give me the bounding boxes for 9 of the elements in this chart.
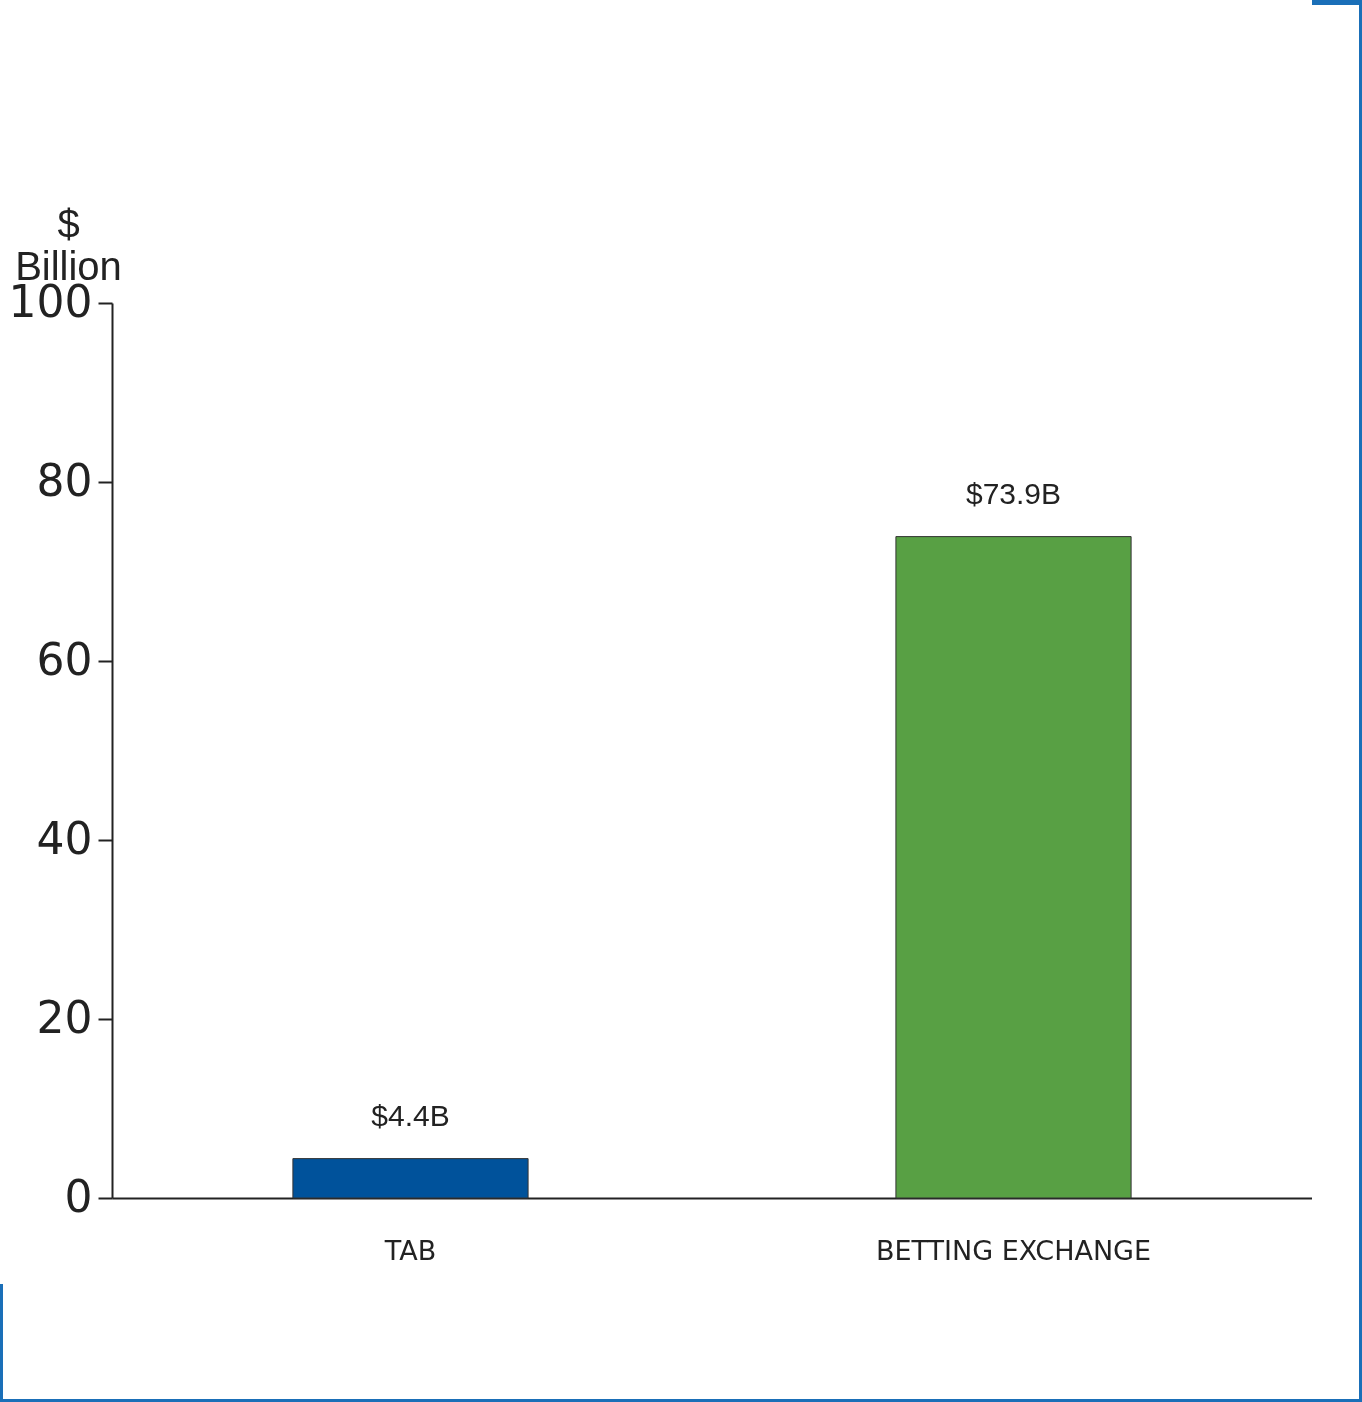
y-tick-label: 60	[36, 633, 93, 685]
x-tick-label: TAB	[383, 1234, 437, 1266]
y-tick-label: 20	[36, 991, 93, 1043]
data-label: $4.4B	[371, 1098, 450, 1132]
y-tick-label: 40	[36, 812, 93, 864]
y-tick-label: 0	[64, 1170, 93, 1222]
data-label: $73.9B	[965, 476, 1062, 510]
x-tick-label: BETTING EXCHANGE	[875, 1234, 1152, 1266]
y-tick-label: 80	[36, 454, 93, 506]
